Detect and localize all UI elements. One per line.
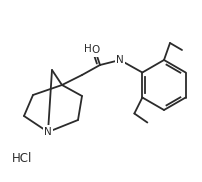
Text: N: N xyxy=(44,127,52,137)
Text: O: O xyxy=(92,45,100,55)
Text: H: H xyxy=(84,44,92,54)
Text: HCl: HCl xyxy=(12,151,32,165)
Text: N: N xyxy=(116,55,123,65)
